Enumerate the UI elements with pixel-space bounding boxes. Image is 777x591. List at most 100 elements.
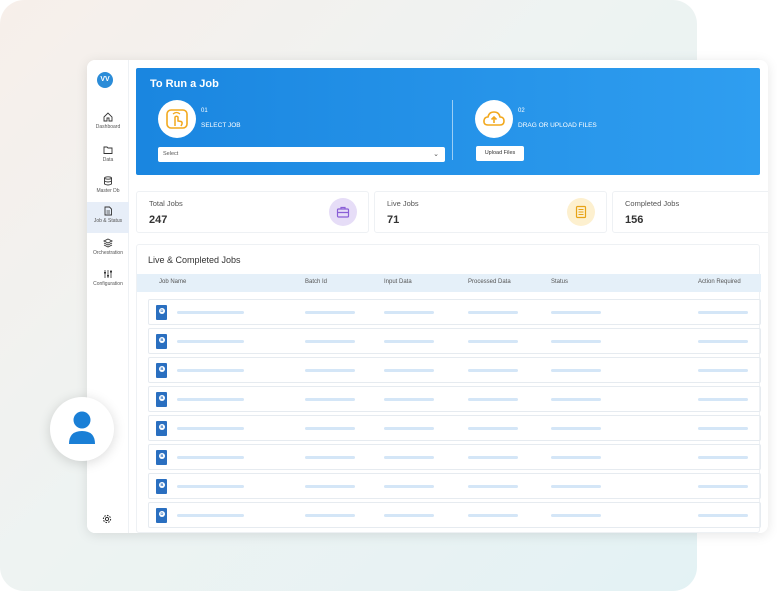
stat-value: 247 xyxy=(149,214,168,226)
sidebar-item-orchestration[interactable]: Orchestration xyxy=(87,238,129,268)
job-select[interactable]: Select ⌄ xyxy=(158,147,445,162)
step1-number: 01 xyxy=(201,108,208,114)
table-row[interactable]: B xyxy=(148,415,761,441)
loading-placeholder xyxy=(177,398,244,401)
jobs-table-card: Live & Completed Jobs Job Name Batch Id … xyxy=(136,244,761,533)
chevron-down-icon: ⌄ xyxy=(433,151,439,158)
loading-placeholder xyxy=(698,514,748,517)
loading-placeholder xyxy=(698,427,748,430)
step2-label: DRAG OR UPLOAD FILES xyxy=(518,122,597,129)
table-row[interactable]: B xyxy=(148,328,761,354)
stat-value: 156 xyxy=(625,214,644,226)
upload-files-button[interactable]: Upload Files xyxy=(476,146,524,161)
document-icon xyxy=(104,206,112,216)
step2-number: 02 xyxy=(518,108,525,114)
file-icon: B xyxy=(156,363,168,378)
home-icon xyxy=(103,112,113,122)
avatar[interactable] xyxy=(50,397,114,461)
loading-placeholder xyxy=(384,514,434,517)
step1-label: SELECT JOB xyxy=(201,122,241,129)
loading-placeholder xyxy=(305,398,355,401)
sidebar-item-job-status[interactable]: Job & Status xyxy=(87,202,129,233)
database-icon xyxy=(104,176,112,186)
run-job-banner: To Run a Job 01 SELECT JOB 02 DRAG OR UP… xyxy=(136,68,760,175)
divider xyxy=(452,100,453,160)
loading-placeholder xyxy=(551,456,601,459)
sidebar-item-label: Configuration xyxy=(93,281,123,287)
briefcase-icon xyxy=(336,206,350,218)
stat-card-completed-jobs: Completed Jobs 156 xyxy=(612,191,768,233)
loading-placeholder xyxy=(177,514,244,517)
stat-card-total-jobs: Total Jobs 247 xyxy=(136,191,369,233)
column-header[interactable]: Job Name xyxy=(159,279,187,285)
file-type-badge: D xyxy=(159,308,165,314)
loading-placeholder xyxy=(468,311,518,314)
loading-placeholder xyxy=(305,514,355,517)
sliders-icon xyxy=(104,270,112,278)
loading-placeholder xyxy=(305,456,355,459)
stat-value: 71 xyxy=(387,214,400,226)
stat-label: Total Jobs xyxy=(149,199,183,208)
file-icon: B xyxy=(156,334,168,349)
gear-icon xyxy=(102,514,112,524)
loading-placeholder xyxy=(698,456,748,459)
file-type-badge: B xyxy=(159,366,165,372)
loading-placeholder xyxy=(551,340,601,343)
loading-placeholder xyxy=(305,485,355,488)
app-window: VV Dashboard Data Master Db xyxy=(87,60,768,533)
upload-badge xyxy=(475,100,513,138)
table-row[interactable]: B xyxy=(148,357,761,383)
loading-placeholder xyxy=(305,369,355,372)
column-header[interactable]: Action Required xyxy=(698,279,741,285)
column-header[interactable]: Input Data xyxy=(384,279,412,285)
loading-placeholder xyxy=(384,485,434,488)
job-select-value: Select xyxy=(163,151,179,157)
file-icon: B xyxy=(156,450,168,465)
loading-placeholder xyxy=(384,340,434,343)
loading-placeholder xyxy=(305,427,355,430)
column-header[interactable]: Processed Data xyxy=(468,279,511,285)
loading-placeholder xyxy=(468,456,518,459)
sidebar: VV Dashboard Data Master Db xyxy=(87,60,129,533)
sidebar-item-data[interactable]: Data xyxy=(87,145,129,175)
loading-placeholder xyxy=(177,456,244,459)
loading-placeholder xyxy=(698,485,748,488)
file-icon: B xyxy=(156,392,168,407)
cloud-upload-icon xyxy=(483,111,505,126)
loading-placeholder xyxy=(698,369,748,372)
user-icon xyxy=(69,411,95,444)
table-header: Job Name Batch Id Input Data Processed D… xyxy=(137,274,761,292)
file-icon: D xyxy=(156,305,168,320)
table-row[interactable]: B xyxy=(148,386,761,412)
file-type-badge: D xyxy=(159,511,165,517)
file-type-badge: B xyxy=(159,482,165,488)
loading-placeholder xyxy=(551,369,601,372)
loading-placeholder xyxy=(384,398,434,401)
table-row[interactable]: D xyxy=(148,299,761,325)
table-row[interactable]: D xyxy=(148,502,761,528)
touch-icon xyxy=(166,109,188,129)
loading-placeholder xyxy=(177,485,244,488)
table-row[interactable]: B xyxy=(148,473,761,499)
sidebar-item-label: Data xyxy=(102,157,114,163)
file-icon: B xyxy=(156,479,168,494)
list-icon xyxy=(575,205,587,219)
loading-placeholder xyxy=(551,398,601,401)
column-header[interactable]: Status xyxy=(551,279,569,285)
loading-placeholder xyxy=(468,398,518,401)
loading-placeholder xyxy=(468,427,518,430)
loading-placeholder xyxy=(468,369,518,372)
table-row[interactable]: B xyxy=(148,444,761,470)
sidebar-item-configuration[interactable]: Configuration xyxy=(87,269,129,299)
loading-placeholder xyxy=(551,485,601,488)
settings-button[interactable] xyxy=(101,512,113,530)
file-type-badge: B xyxy=(159,453,165,459)
banner-title: To Run a Job xyxy=(150,78,219,90)
loading-placeholder xyxy=(177,427,244,430)
loading-placeholder xyxy=(177,369,244,372)
column-header[interactable]: Batch Id xyxy=(305,279,328,285)
select-job-badge xyxy=(158,100,196,138)
file-icon: B xyxy=(156,421,168,436)
sidebar-item-dashboard[interactable]: Dashboard xyxy=(87,112,129,142)
sidebar-item-master-db[interactable]: Master Db xyxy=(87,176,129,206)
